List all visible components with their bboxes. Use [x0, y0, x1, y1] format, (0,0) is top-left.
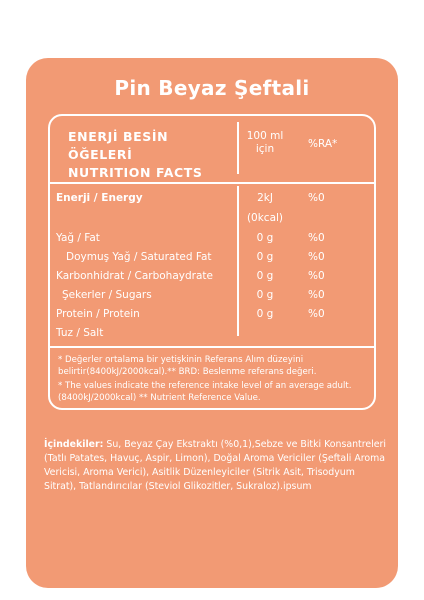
- header-line-1: ENERJİ BESİN: [68, 129, 169, 144]
- row-ra: %0: [308, 308, 325, 320]
- row-value: 0 g: [256, 270, 274, 282]
- footnotes: * Değerler ortalama bir yetişkinin Refer…: [58, 354, 370, 406]
- row-carbohydrate: Karbonhidrat / Carbohaydrate 0 g %0: [50, 270, 374, 288]
- row-label: Doymuş Yağ / Saturated Fat: [66, 251, 212, 263]
- row-ra: %0: [308, 270, 325, 282]
- row-energy: Enerji / Energy 2kJ %0: [50, 192, 374, 210]
- row-value: 0 g: [256, 289, 274, 301]
- row-salt: Tuz / Salt: [50, 327, 374, 345]
- footnote-tr: * Değerler ortalama bir yetişkinin Refer…: [58, 355, 317, 377]
- nutrition-header: ENERJİ BESİN ÖĞELERİ NUTRITION FACTS: [68, 128, 203, 182]
- row-label: Protein / Protein: [56, 308, 140, 320]
- footnote-en: * The values indicate the reference inta…: [58, 381, 352, 403]
- per-line-1: 100 ml: [246, 130, 284, 142]
- row-label: Şekerler / Sugars: [62, 289, 152, 301]
- row-ra: %0: [308, 289, 325, 301]
- row-energy-kcal: (0kcal): [50, 212, 374, 230]
- row-value: 0 g: [256, 232, 274, 244]
- row-label: Yağ / Fat: [56, 232, 100, 244]
- row-value: 0 g: [256, 251, 274, 263]
- product-title: Pin Beyaz Şeftali: [114, 76, 310, 100]
- header-line-2: ÖĞELERİ: [68, 147, 133, 162]
- ingredients-text: Su, Beyaz Çay Ekstraktı (%0,1),Sebze ve …: [44, 439, 386, 492]
- row-saturated-fat: Doymuş Yağ / Saturated Fat 0 g %0: [50, 251, 374, 269]
- row-label: Tuz / Salt: [56, 327, 104, 339]
- row-sugars: Şekerler / Sugars 0 g %0: [50, 289, 374, 307]
- row-protein: Protein / Protein 0 g %0: [50, 308, 374, 326]
- row-ra: %0: [308, 232, 325, 244]
- row-value: 2kJ: [257, 192, 273, 204]
- row-label: Enerji / Energy: [56, 192, 143, 204]
- footnote-divider: [50, 346, 374, 348]
- ra-header: %RA*: [308, 138, 338, 150]
- row-fat: Yağ / Fat 0 g %0: [50, 232, 374, 250]
- header-divider: [50, 182, 374, 184]
- per-100ml-header: 100 ml için: [240, 130, 290, 156]
- row-value: 0 g: [256, 308, 274, 320]
- row-label: Karbonhidrat / Carbohaydrate: [56, 270, 213, 282]
- ingredients-label: İçindekiler:: [44, 439, 104, 450]
- label-card: Pin Beyaz Şeftali ENERJİ BESİN ÖĞELERİ N…: [26, 58, 398, 588]
- header-divider-vertical: [237, 122, 239, 174]
- per-line-2: için: [255, 143, 275, 155]
- row-ra: %0: [308, 251, 325, 263]
- row-value: (0kcal): [246, 212, 284, 224]
- nutrition-panel: ENERJİ BESİN ÖĞELERİ NUTRITION FACTS 100…: [48, 114, 376, 410]
- column-divider: [237, 186, 239, 336]
- header-line-3: NUTRITION FACTS: [68, 165, 203, 180]
- row-ra: %0: [308, 192, 325, 204]
- ingredients: İçindekiler: Su, Beyaz Çay Ekstraktı (%0…: [44, 438, 386, 494]
